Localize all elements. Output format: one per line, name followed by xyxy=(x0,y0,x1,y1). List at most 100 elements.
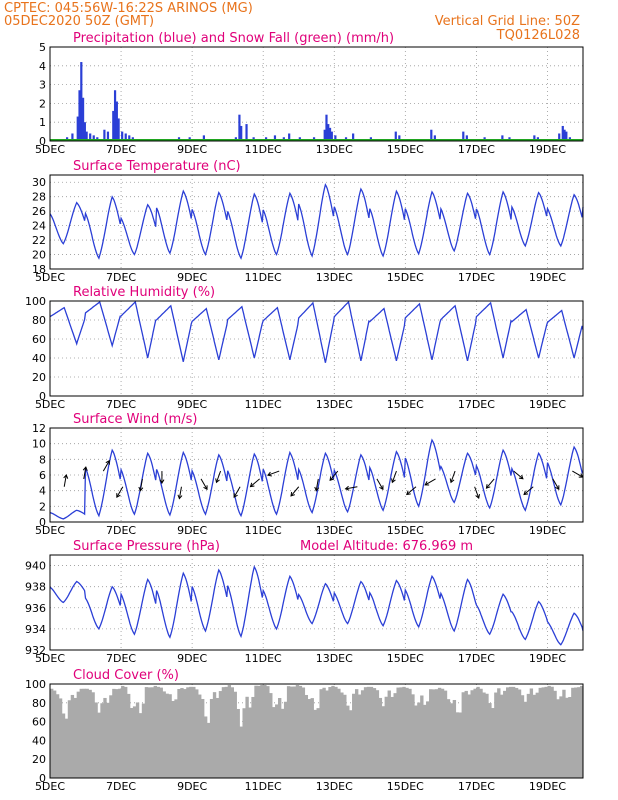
cloud-bar xyxy=(313,709,317,778)
precip-bar xyxy=(533,135,536,141)
cloud-bar xyxy=(396,687,400,778)
wind-arrow xyxy=(83,467,87,480)
cloud-bar xyxy=(417,702,421,778)
x-tick-label: 19DEC xyxy=(529,652,566,665)
rh-line xyxy=(49,300,584,363)
precip-bar xyxy=(327,124,330,141)
precip-bar xyxy=(89,133,92,141)
x-tick-label: 13DEC xyxy=(316,143,353,156)
cloud-bar xyxy=(100,703,104,778)
precip-bar xyxy=(462,131,465,141)
cloud-bar xyxy=(390,696,394,778)
panel-title: Surface Wind (m/s) xyxy=(73,412,197,427)
cloud-bar xyxy=(189,686,193,778)
cloud-bar xyxy=(58,698,63,778)
cloud-bar xyxy=(322,687,326,778)
wind-arrow-head xyxy=(344,485,350,491)
x-tick-label: 7DEC xyxy=(106,271,136,284)
y-tick-label: 20 xyxy=(32,371,46,384)
x-tick-label: 9DEC xyxy=(177,652,207,665)
cloud-bar xyxy=(500,694,504,778)
wind-arrow xyxy=(102,460,110,472)
precip-bar xyxy=(394,131,397,141)
cloud-bar xyxy=(254,685,258,778)
cloud-bar xyxy=(331,685,335,778)
cloud-bar xyxy=(103,697,107,778)
cloud-bar xyxy=(138,713,143,778)
cloud-bar xyxy=(269,693,273,778)
y-tick-label: 5 xyxy=(39,41,46,54)
cloud-bar xyxy=(257,685,261,778)
x-tick-label: 15DEC xyxy=(387,143,424,156)
y-tick-label: 20 xyxy=(32,249,46,262)
cloud-bar xyxy=(491,708,495,778)
y-tick-label: 3 xyxy=(39,79,46,92)
cloud-bar xyxy=(94,702,98,778)
cloud-bar xyxy=(221,687,226,778)
y-tick-label: 0 xyxy=(39,516,46,529)
cloud-bar xyxy=(132,706,137,778)
y-tick-label: 28 xyxy=(32,191,46,204)
cloud-bar xyxy=(112,688,116,778)
x-tick-label: 11DEC xyxy=(245,271,282,284)
x-tick-label: 5DEC xyxy=(35,524,65,537)
panel-precip: Precipitation (blue) and Snow Fall (gree… xyxy=(35,31,584,156)
cloud-bar xyxy=(580,685,584,778)
x-tick-label: 7DEC xyxy=(106,652,136,665)
wind-arrow xyxy=(552,478,560,490)
wind-arrow-head xyxy=(555,485,560,491)
cloud-bar xyxy=(553,690,557,778)
wind-arrow xyxy=(63,474,67,487)
cloud-bar xyxy=(366,686,371,778)
y-tick-label: 1 xyxy=(39,116,46,129)
x-tick-label: 19DEC xyxy=(529,271,566,284)
cloud-bar xyxy=(195,689,199,778)
cloud-bar xyxy=(571,687,575,778)
y-tick-label: 100 xyxy=(25,678,46,691)
cloud-bar xyxy=(227,685,232,778)
panel-frame xyxy=(49,46,584,142)
wind-arrow-head xyxy=(249,482,255,488)
header-date: 05DEC2020 50Z (GMT) xyxy=(4,14,154,29)
x-tick-label: 11DEC xyxy=(245,143,282,156)
wind-arrow-head xyxy=(82,466,88,472)
wind-arrow-head xyxy=(215,478,220,484)
panel-wind: Surface Wind (m/s) 0 2 4 6 8 10 12 5DEC 7DEC 9DEC 1… xyxy=(32,412,584,537)
precip-bar xyxy=(71,133,74,141)
cloud-bar xyxy=(135,702,140,778)
y-tick-label: 8 xyxy=(39,453,46,466)
cloud-bar xyxy=(508,686,513,778)
panel-cloud: Cloud Cover (%) 0 20 40 60 80 100 5DEC 7DEC 9DEC 1… xyxy=(25,668,584,793)
cloud-bar xyxy=(224,686,229,778)
cloud-bar xyxy=(411,694,415,778)
precip-bar xyxy=(558,133,561,141)
cloud-bar xyxy=(304,694,309,778)
x-tick-label: 19DEC xyxy=(529,524,566,537)
y-tick-label: 932 xyxy=(25,644,46,657)
cloud-bar xyxy=(437,687,442,778)
cloud-bar xyxy=(124,686,128,778)
precip-bar xyxy=(92,135,95,141)
wind-arrow-head xyxy=(63,473,69,479)
cloud-bar xyxy=(201,698,205,778)
y-tick-label: 30 xyxy=(32,176,46,189)
cloud-bar xyxy=(325,690,329,778)
wind-arrow-head xyxy=(391,478,396,484)
wind-arrow xyxy=(315,478,319,491)
cloud-bar xyxy=(352,693,356,778)
cloud-bar xyxy=(434,689,439,778)
cloud-bar xyxy=(354,689,359,778)
cloud-bar xyxy=(559,696,563,778)
cloud-bar xyxy=(245,696,249,778)
x-tick-label: 15DEC xyxy=(387,271,424,284)
cloud-bar xyxy=(426,701,430,778)
cloud-bar xyxy=(106,702,110,778)
cloud-bar xyxy=(171,700,175,778)
cloud-bar xyxy=(517,689,522,778)
cloud-bar xyxy=(455,712,460,778)
cloud-bar xyxy=(346,705,350,778)
precip-bar xyxy=(112,110,115,141)
cloud-bar xyxy=(399,687,403,778)
cloud-bar xyxy=(168,694,172,778)
x-tick-label: 17DEC xyxy=(458,780,495,793)
